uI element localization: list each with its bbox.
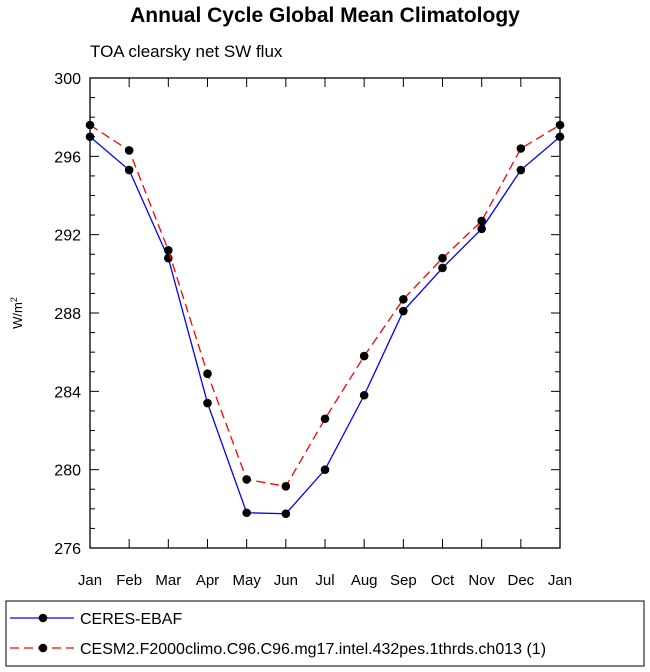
chart-title: Annual Cycle Global Mean Climatology: [130, 4, 520, 27]
legend-label-1: CERES-EBAF: [80, 611, 182, 628]
y-tick-label: 292: [54, 228, 81, 245]
x-tick-label: Dec: [507, 572, 534, 589]
x-tick-label: Jun: [274, 572, 298, 589]
plot-frame: [89, 77, 561, 549]
series-2-point: [203, 369, 212, 379]
series-2-point: [281, 482, 291, 491]
y-tick-label: 276: [54, 541, 81, 558]
x-tick-label: Sep: [390, 572, 417, 589]
plot-area: 276 280 284 288 292 296 300 Jan Feb Mar Apr May Jun J…: [54, 71, 572, 589]
x-tick-label: Feb: [116, 572, 142, 589]
x-tick-label: Apr: [196, 572, 219, 589]
series-2-point: [516, 144, 526, 153]
y-tick-label: 284: [54, 384, 81, 401]
series-2-point: [242, 475, 251, 484]
series-2-point: [555, 120, 565, 130]
y-axis-label-sup: 2: [9, 297, 19, 302]
series-2-point: [164, 246, 173, 255]
y-tick-label: 300: [54, 71, 81, 88]
series-1-point: [320, 465, 330, 474]
y-axis-label-base: W/m: [10, 302, 25, 329]
series-1-point: [281, 509, 291, 519]
series-1-point: [203, 398, 212, 408]
series-1-point: [555, 132, 565, 142]
x-tick-label: Jan: [78, 572, 102, 589]
x-tick-label: Nov: [468, 572, 495, 589]
series-2-point: [85, 120, 95, 130]
series-1-point: [516, 165, 526, 175]
series-1-point: [242, 508, 251, 518]
x-tick-label: Oct: [431, 572, 455, 589]
series-2-point: [320, 414, 330, 424]
y-axis-label: W/m2: [9, 297, 25, 329]
x-tick-label: Jan: [548, 572, 572, 589]
series-2-point: [438, 253, 447, 263]
series-line-2: [89, 124, 561, 488]
series-1-point: [85, 132, 95, 142]
series-1-point: [399, 306, 408, 316]
series-2-point: [399, 294, 408, 304]
series-1-point: [477, 224, 486, 234]
series-1-point: [124, 165, 134, 175]
y-tick-label: 296: [54, 149, 81, 166]
y-tick-label: 288: [54, 306, 81, 323]
series-line-1: [89, 136, 561, 515]
series-2-point: [124, 146, 134, 155]
legend-label-2: CESM2.F2000climo.C96.C96.mg17.intel.432p…: [80, 641, 546, 658]
legend-marker-1: [38, 613, 48, 623]
chart-subtitle: TOA clearsky net SW flux: [90, 42, 283, 61]
series-1-point: [438, 263, 447, 273]
series-2-point: [477, 216, 486, 226]
legend-box: [5, 600, 645, 667]
x-tick-label: Jul: [315, 572, 334, 589]
x-tick-label: Mar: [155, 572, 181, 589]
x-tick-label: Aug: [351, 572, 378, 589]
x-tick-label: May: [232, 572, 261, 589]
legend-marker-2: [38, 643, 48, 653]
series-1-point: [359, 390, 369, 400]
y-tick-label: 280: [54, 463, 81, 480]
legend: CERES-EBAF CESM2.F2000climo.C96.C96.mg17.…: [5, 600, 645, 667]
series-2-point: [359, 351, 369, 361]
